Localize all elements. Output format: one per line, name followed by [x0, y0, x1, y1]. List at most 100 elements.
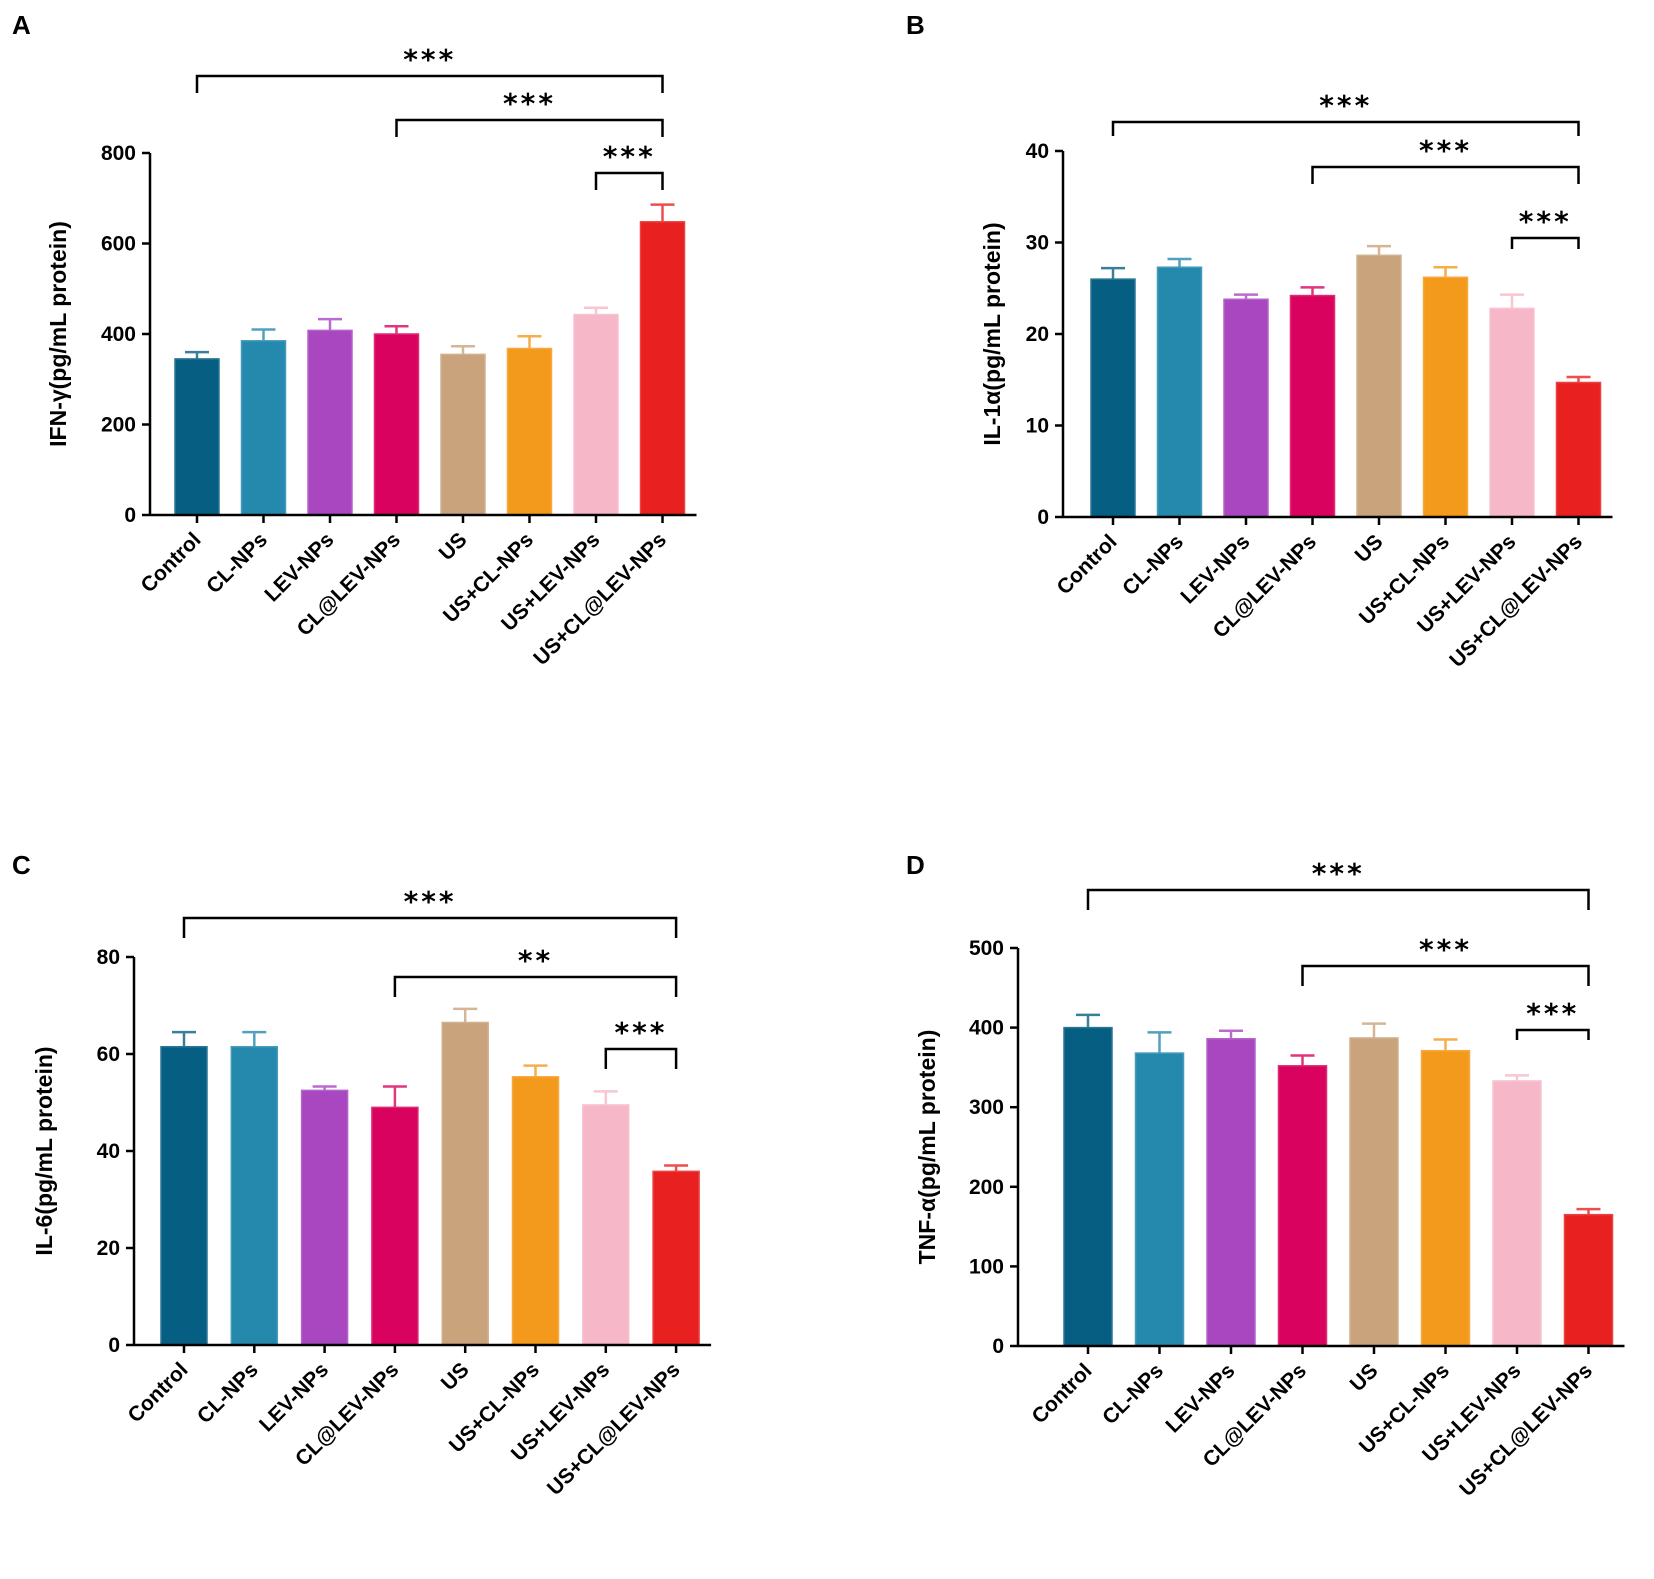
y-tick-label: 40 — [1026, 140, 1049, 163]
bar-lev-nps — [1206, 1037, 1256, 1347]
significance-bracket — [1515, 1028, 1590, 1040]
x-category-label: US+CL@LEV-NPs — [529, 528, 671, 670]
significance-bracket — [594, 171, 664, 190]
significance-label: *** — [603, 140, 656, 173]
significance-bracket — [395, 118, 664, 137]
bar-lev-nps — [1223, 298, 1269, 518]
bar-us-cl-lev-nps — [1555, 381, 1602, 518]
bar-us-cl-nps — [506, 347, 553, 516]
bar-us-lev-nps — [573, 313, 619, 516]
y-tick-label: 400 — [101, 323, 136, 346]
significance-label: *** — [404, 885, 457, 918]
significance-label: *** — [614, 1016, 667, 1049]
bar-us — [1356, 254, 1402, 518]
panel-letter: D — [906, 850, 925, 880]
x-category-label: Control — [136, 528, 205, 597]
significance-bracket — [1311, 165, 1580, 184]
y-axis-title: IFN-γ(pg/mL protein) — [45, 221, 71, 447]
y-tick-label: 500 — [969, 937, 1004, 960]
x-category-label: US — [437, 1358, 474, 1395]
y-tick-label: 80 — [97, 946, 120, 969]
y-tick-label: 20 — [97, 1237, 120, 1260]
bar-us-cl-nps — [1420, 1049, 1471, 1347]
significance-label: ** — [518, 944, 553, 977]
y-tick-label: 0 — [124, 504, 136, 527]
x-category-label: US+CL@LEV-NPs — [1445, 530, 1587, 672]
y-tick-label: 800 — [101, 142, 136, 165]
significance-bracket — [1086, 888, 1590, 910]
significance-label: *** — [403, 43, 456, 76]
significance-bracket — [1301, 964, 1590, 986]
bar-cl-nps — [1156, 266, 1203, 518]
y-tick-label: 600 — [101, 233, 136, 256]
significance-bracket — [182, 916, 678, 938]
bar-cl-lev-nps — [1289, 294, 1336, 518]
y-tick-label: 200 — [101, 414, 136, 437]
bar-us-lev-nps — [1489, 307, 1535, 518]
y-tick-label: 300 — [969, 1096, 1004, 1119]
bar-us-cl-lev-nps — [639, 221, 686, 516]
bar-us-cl-lev-nps — [652, 1170, 700, 1346]
significance-bracket — [604, 1047, 678, 1069]
x-category-label: US — [1351, 530, 1388, 567]
bar-control — [1063, 1026, 1113, 1347]
panel-letter: C — [12, 850, 31, 880]
x-category-label: CL-NPs — [1098, 1359, 1168, 1429]
y-axis-title: IL-6(pg/mL protein) — [31, 1046, 57, 1255]
bar-us-cl-nps — [1422, 276, 1469, 518]
significance-label: *** — [1526, 997, 1579, 1030]
panel-letter: B — [906, 10, 925, 40]
bar-us-lev-nps — [582, 1104, 630, 1346]
x-category-label: Control — [123, 1358, 192, 1427]
x-category-label: US — [1346, 1359, 1383, 1396]
x-category-label: Control — [1027, 1359, 1096, 1428]
bar-control — [160, 1045, 208, 1346]
significance-bracket — [393, 975, 678, 997]
significance-label: *** — [1519, 205, 1572, 238]
bar-cl-nps — [240, 340, 287, 516]
bar-cl-nps — [1134, 1052, 1185, 1347]
y-axis-title: TNF-α(pg/mL protein) — [914, 1030, 940, 1265]
bar-us — [440, 353, 486, 516]
significance-label: *** — [1419, 134, 1472, 167]
bar-cl-lev-nps — [371, 1106, 419, 1346]
bar-us-cl-lev-nps — [1563, 1213, 1614, 1347]
significance-bracket — [195, 74, 664, 93]
panel-letter: A — [12, 10, 31, 40]
bar-lev-nps — [307, 329, 353, 516]
y-tick-label: 100 — [969, 1255, 1004, 1278]
significance-label: *** — [1419, 933, 1472, 966]
significance-bracket — [1510, 236, 1580, 249]
x-category-label: US+CL@LEV-NPs — [543, 1358, 685, 1500]
y-tick-label: 200 — [969, 1176, 1004, 1199]
y-tick-label: 0 — [108, 1334, 120, 1357]
significance-label: *** — [503, 87, 556, 120]
bar-us-lev-nps — [1492, 1080, 1542, 1347]
significance-label: *** — [1312, 857, 1365, 890]
x-category-label: US+CL@LEV-NPs — [1455, 1359, 1597, 1501]
y-tick-label: 10 — [1026, 415, 1049, 438]
y-axis-title: IL-1α(pg/mL protein) — [979, 222, 1005, 445]
bar-cl-nps — [230, 1045, 279, 1346]
bar-us — [1349, 1037, 1399, 1347]
y-tick-label: 30 — [1026, 232, 1049, 255]
significance-bracket — [1111, 120, 1580, 136]
panel-b: B010203040ControlCL-NPsLEV-NPsCL@LEV-NPs… — [906, 10, 1613, 672]
panel-a: A0200400600800ControlCL-NPsLEV-NPsCL@LEV… — [12, 10, 697, 670]
x-category-label: CL-NPs — [193, 1358, 263, 1428]
y-tick-label: 0 — [992, 1335, 1004, 1358]
x-category-label: US — [435, 528, 472, 565]
bar-lev-nps — [300, 1089, 349, 1346]
y-tick-label: 400 — [969, 1017, 1004, 1040]
bar-control — [174, 358, 220, 516]
y-tick-label: 20 — [1026, 323, 1049, 346]
x-category-label: Control — [1052, 530, 1121, 599]
y-tick-label: 60 — [97, 1043, 120, 1066]
bar-cl-lev-nps — [373, 333, 420, 516]
y-tick-label: 0 — [1037, 506, 1049, 529]
significance-label: *** — [1319, 89, 1372, 122]
bar-cl-lev-nps — [1277, 1065, 1328, 1347]
